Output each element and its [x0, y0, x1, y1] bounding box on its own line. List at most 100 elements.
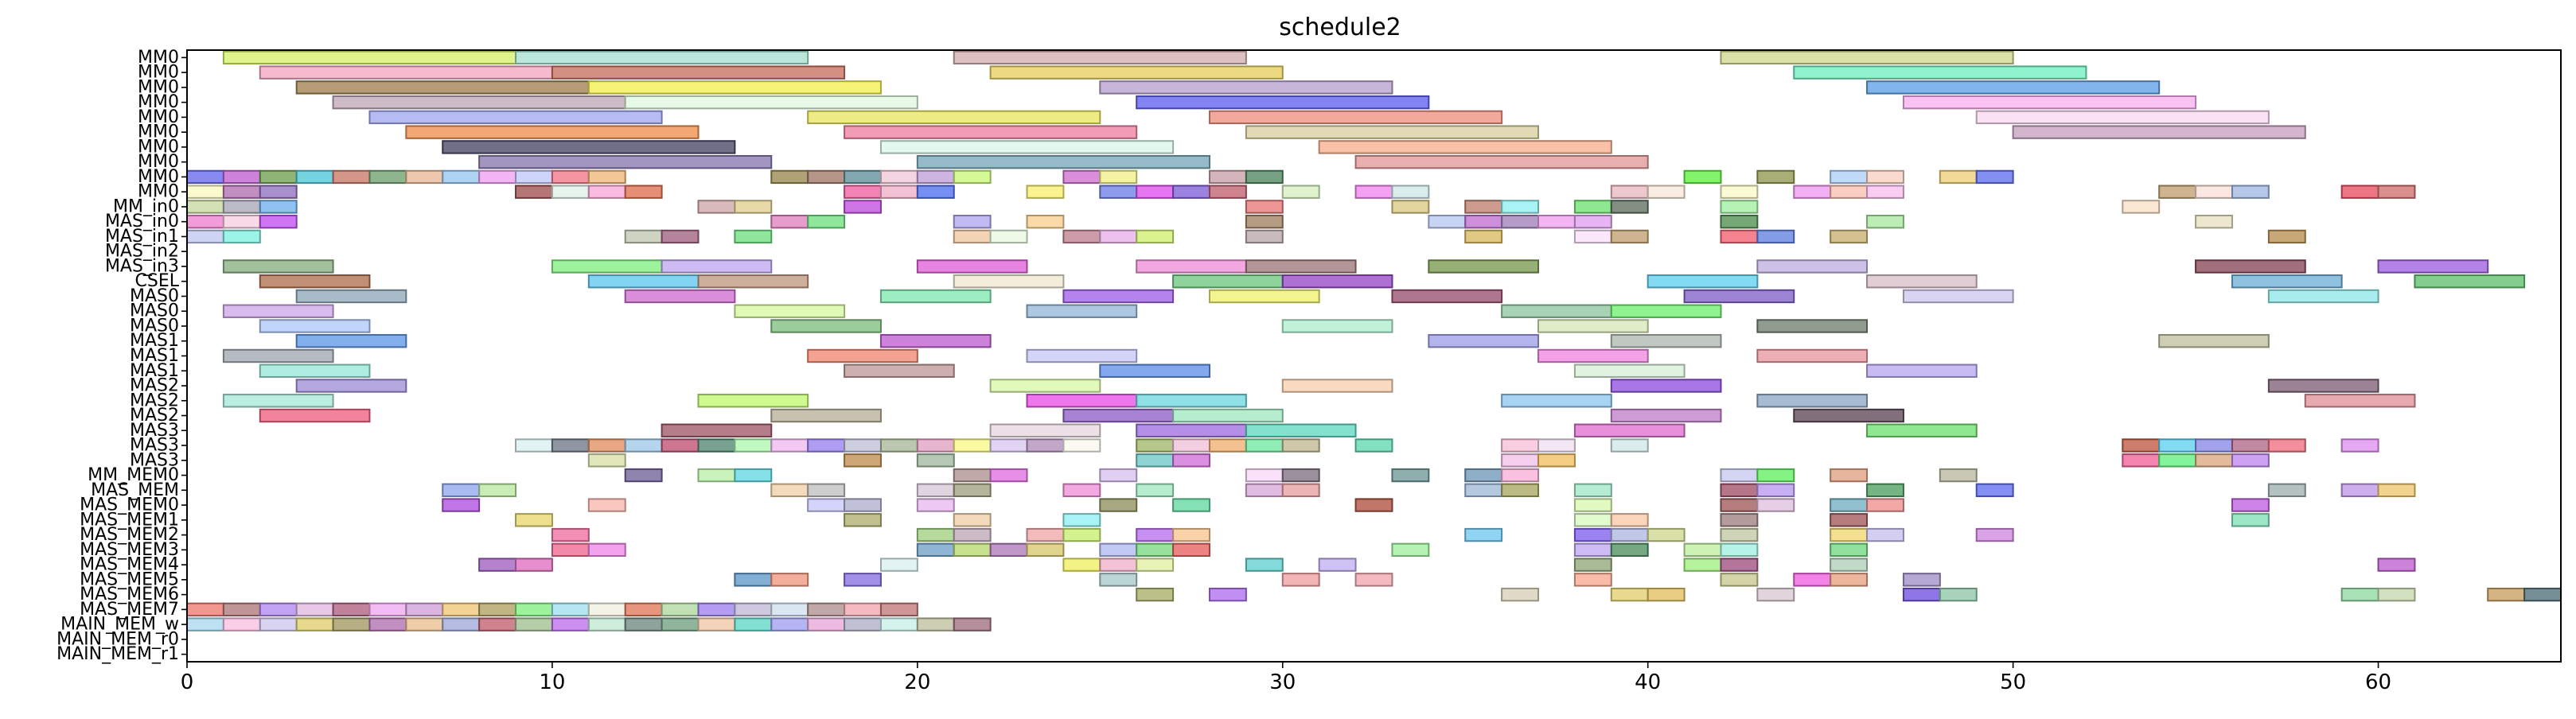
task-bar — [916, 498, 955, 512]
task-bar — [222, 602, 261, 617]
task-bar — [1830, 558, 1869, 572]
task-bar — [1099, 573, 1138, 587]
task-bar — [1537, 215, 1576, 229]
task-bar — [1245, 200, 1284, 214]
task-bar — [368, 617, 407, 632]
task-bar — [295, 80, 590, 95]
task-bar — [1245, 215, 1284, 229]
task-bar — [1866, 363, 1978, 378]
task-bar — [259, 363, 371, 378]
task-bar — [1136, 558, 1175, 572]
task-bar — [1281, 573, 1320, 587]
task-bar — [807, 617, 846, 632]
task-bar — [259, 169, 298, 185]
task-bar — [1172, 438, 1210, 453]
task-bar — [2158, 185, 2197, 199]
row-label: MAS_MEM1 — [80, 510, 179, 530]
task-bar — [879, 558, 918, 572]
task-bar — [1136, 95, 1430, 110]
task-bar — [222, 50, 517, 65]
task-bar — [1756, 587, 1795, 602]
task-bar — [1354, 185, 1393, 199]
task-bar — [1099, 229, 1138, 244]
task-bar — [1026, 438, 1065, 453]
task-bar — [1281, 319, 1393, 333]
task-bar — [1099, 558, 1138, 572]
task-bar — [1720, 50, 2014, 65]
task-bar — [2231, 513, 2270, 527]
task-bar — [2304, 394, 2416, 408]
task-bar — [551, 527, 590, 542]
task-bar — [661, 229, 700, 244]
task-bar — [1610, 304, 1722, 318]
task-bars — [186, 50, 2562, 632]
x-tick-label: 40 — [1635, 670, 1661, 694]
task-bar — [515, 169, 553, 185]
task-bar — [478, 617, 517, 632]
row-label: MAS2 — [130, 376, 179, 396]
task-bar — [1318, 558, 1357, 572]
task-bar — [259, 274, 371, 289]
task-bar — [844, 438, 882, 453]
task-bar — [442, 140, 736, 154]
task-bar — [515, 558, 553, 572]
task-bar — [2231, 274, 2343, 289]
task-bar — [953, 229, 992, 244]
task-bar — [1720, 527, 1759, 542]
row-label: MAIN_MEM_r1 — [57, 644, 179, 664]
task-bar — [186, 602, 224, 617]
task-bar — [1902, 587, 1941, 602]
task-bar — [478, 154, 773, 169]
task-bar — [259, 200, 298, 214]
row-label: MM0 — [138, 77, 179, 97]
task-bar — [770, 573, 809, 587]
task-bar — [879, 617, 918, 632]
task-bar — [368, 169, 407, 185]
task-bar — [916, 453, 955, 468]
task-bar — [734, 468, 773, 483]
task-bar — [1610, 542, 1649, 558]
task-bar — [515, 185, 553, 199]
task-bar — [1866, 527, 1904, 542]
task-bar — [2122, 453, 2161, 468]
task-bar — [2122, 200, 2161, 214]
task-bar — [332, 95, 626, 110]
task-bar — [1318, 140, 1612, 154]
task-bar — [295, 602, 334, 617]
task-bar — [1245, 259, 1357, 274]
task-bar — [222, 617, 261, 632]
task-bar — [844, 363, 955, 378]
task-bar — [844, 617, 882, 632]
row-label: MAS3 — [130, 450, 179, 470]
task-bar — [624, 617, 663, 632]
x-axis: 0 10 20 30 40 50 60 — [181, 662, 2391, 694]
task-bar — [1136, 542, 1175, 558]
task-bar — [1464, 483, 1503, 497]
task-bar — [1683, 289, 1795, 304]
task-bar — [1099, 498, 1138, 512]
task-bar — [186, 215, 224, 229]
task-bar — [1245, 125, 1540, 139]
row-label: MAS1 — [130, 346, 179, 366]
task-bar — [1062, 513, 1101, 527]
task-bar — [807, 110, 1101, 125]
task-bar — [1501, 587, 1540, 602]
task-bar — [1026, 348, 1138, 363]
x-tick-label: 20 — [904, 670, 930, 694]
task-bar — [1756, 394, 1869, 408]
task-bar — [916, 483, 955, 497]
task-bar — [1830, 185, 1869, 199]
task-bar — [551, 259, 663, 274]
task-bar — [222, 229, 261, 244]
task-bar — [2195, 215, 2233, 229]
x-tick-label: 60 — [2365, 670, 2391, 694]
task-bar — [222, 394, 334, 408]
task-bar — [1537, 438, 1576, 453]
task-bar — [1573, 215, 1612, 229]
task-bar — [1172, 527, 1210, 542]
plot-frame — [186, 49, 2562, 663]
task-bar — [1866, 423, 1978, 437]
task-bar — [1830, 542, 1869, 558]
row-label: MAS_MEM5 — [80, 569, 179, 589]
task-bar — [661, 423, 773, 437]
